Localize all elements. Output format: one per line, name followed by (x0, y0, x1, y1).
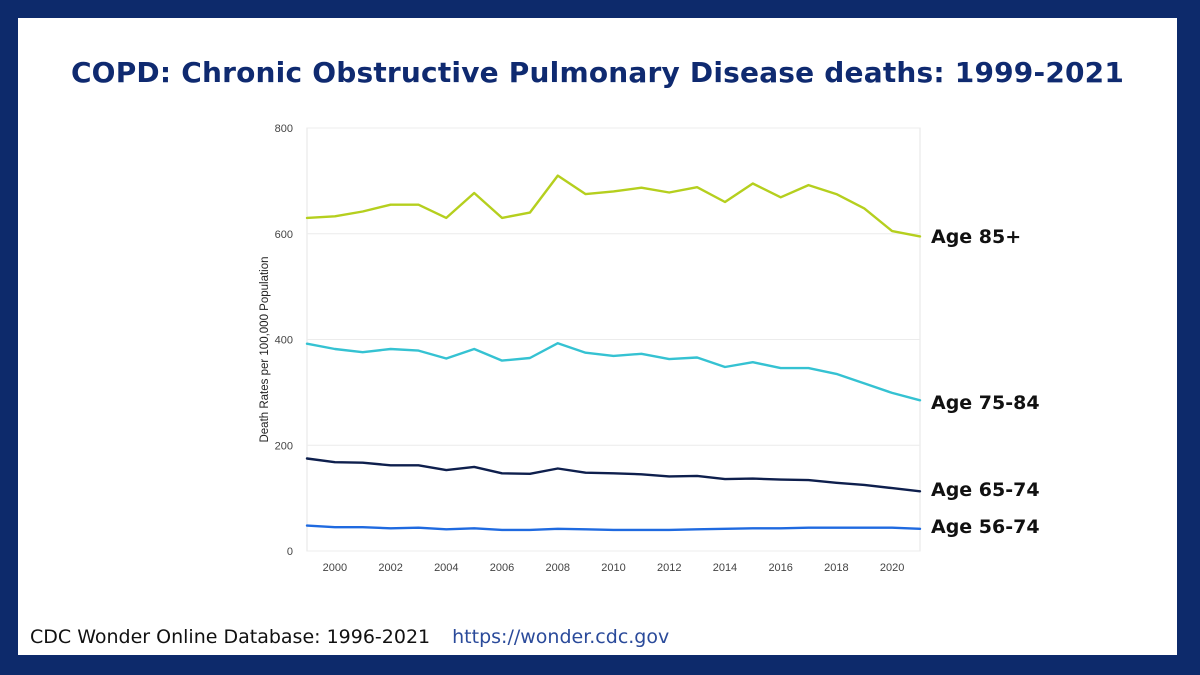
series-label: Age 65-74 (931, 479, 1040, 501)
series-line (305, 174, 922, 238)
series-line (305, 342, 922, 402)
x-tick-label: 2004 (434, 562, 458, 574)
x-tick-label: 2012 (657, 562, 681, 574)
y-tick-label: 400 (275, 335, 293, 347)
y-tick-label: 0 (287, 546, 293, 558)
y-axis-label: Death Rates per 100,000 Population (259, 256, 271, 442)
line-chart: 0 200 400 600 800 2000 2002 2004 2006 2008 2010 201… (259, 123, 1040, 574)
y-tick-label: 600 (275, 229, 293, 241)
y-tick-label: 800 (275, 123, 293, 135)
series-label: Age 56-74 (931, 516, 1040, 538)
x-tick-label: 2002 (378, 562, 402, 574)
slide-frame: COPD: Chronic Obstructive Pulmonary Dise… (18, 18, 1177, 655)
series-line (305, 524, 922, 532)
x-tick-label: 2008 (546, 562, 570, 574)
series-label: Age 75-84 (931, 392, 1040, 414)
x-tick-label: 2018 (824, 562, 848, 574)
y-tick-label: 200 (275, 440, 293, 452)
series-line (305, 457, 922, 493)
source-citation: CDC Wonder Online Database: 1996-2021 htt… (30, 626, 669, 648)
x-tick-label: 2016 (768, 562, 792, 574)
x-tick-label: 2014 (713, 562, 737, 574)
x-tick-label: 2000 (323, 562, 347, 574)
series-label: Age 85+ (931, 226, 1021, 248)
source-url-link[interactable]: https://wonder.cdc.gov (452, 626, 670, 648)
x-tick-label: 2020 (880, 562, 904, 574)
source-label: CDC Wonder Online Database: 1996-2021 (30, 626, 431, 648)
slide-title: COPD: Chronic Obstructive Pulmonary Dise… (70, 56, 1125, 89)
x-tick-label: 2006 (490, 562, 514, 574)
x-tick-label: 2010 (601, 562, 625, 574)
